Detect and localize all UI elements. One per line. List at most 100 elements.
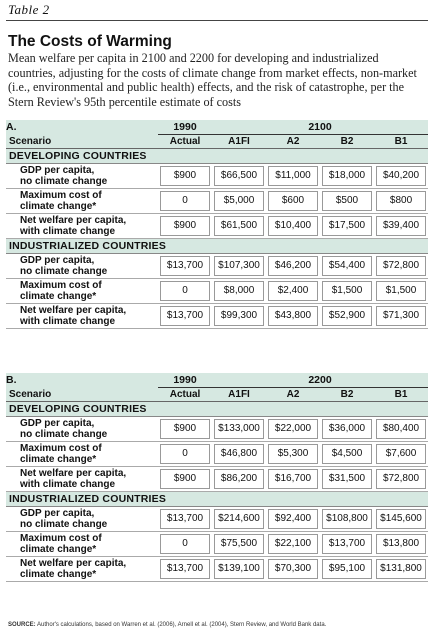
panel-letter: A. [6, 120, 158, 135]
cell-value: $500 [322, 191, 372, 211]
section-title: DEVELOPING COUNTRIES [6, 401, 429, 417]
table-cell: $900 [158, 416, 212, 442]
cell-value: $2,400 [268, 281, 318, 301]
table-cell: $1,500 [374, 278, 429, 304]
table-cell: $13,700 [158, 253, 212, 279]
cell-value: $900 [160, 419, 210, 439]
cell-value: $46,200 [268, 256, 318, 276]
row-label-line: GDP per capita, [20, 165, 95, 176]
column-header: Actual [158, 134, 212, 149]
cell-value: $40,200 [376, 166, 427, 186]
row-label: Net welfare per capita, with climate chan… [6, 213, 158, 239]
section-title: INDUSTRIALIZED COUNTRIES [6, 491, 429, 507]
table-row: GDP per capita, no climate change $13,700 $… [6, 506, 429, 532]
row-label: Net welfare per capita, with climate chan… [6, 466, 158, 492]
table-cell: $11,000 [266, 163, 320, 189]
table-cell: $66,500 [212, 163, 266, 189]
cell-value: $17,500 [322, 216, 372, 236]
cell-value: $72,800 [376, 469, 427, 489]
table-row: Maximum cost of climate change* 0 $8,000 $2,… [6, 278, 429, 304]
table-cell: $31,500 [320, 466, 374, 492]
section-title: DEVELOPING COUNTRIES [6, 148, 429, 164]
table-cell: $139,100 [212, 556, 266, 582]
table-cell: $39,400 [374, 213, 429, 239]
table-cell: $10,400 [266, 213, 320, 239]
table-cell: $86,200 [212, 466, 266, 492]
row-label-line: with climate change [20, 479, 116, 490]
row-label-line: no climate change [20, 429, 108, 440]
row-label: GDP per capita, no climate change [6, 163, 158, 189]
row-label: GDP per capita, no climate change [6, 506, 158, 532]
cell-value: $145,600 [376, 509, 427, 529]
cell-value: $70,300 [268, 559, 318, 579]
cell-value: $99,300 [214, 306, 264, 326]
table-cell: $107,300 [212, 253, 266, 279]
table-cell: $500 [320, 188, 374, 214]
cell-value: $13,700 [160, 509, 210, 529]
cell-value: $22,100 [268, 534, 318, 554]
cell-value: $131,800 [376, 559, 427, 579]
cell-value: $13,700 [160, 306, 210, 326]
cell-value: $4,500 [322, 444, 372, 464]
source-note: SOURCE: Author's calculations, based on … [8, 622, 326, 628]
row-label: Maximum cost of climate change* [6, 278, 158, 304]
row-label: GDP per capita, no climate change [6, 253, 158, 279]
table-cell: 0 [158, 278, 212, 304]
row-label: Net welfare per capita, with climate chan… [6, 303, 158, 329]
column-header: A2 [266, 387, 320, 402]
scenario-label: Scenario [6, 134, 158, 149]
table-cell: $75,500 [212, 531, 266, 557]
row-label-line: Maximum cost of [20, 190, 102, 201]
table-cell: $71,300 [374, 303, 429, 329]
table-cell: $40,200 [374, 163, 429, 189]
header-years: B. 1990 2200 [6, 373, 429, 388]
table-cell: $131,800 [374, 556, 429, 582]
base-year: 1990 [158, 120, 212, 135]
cell-value: $36,000 [322, 419, 372, 439]
table-cell: 0 [158, 531, 212, 557]
cell-value: $13,800 [376, 534, 427, 554]
table-cell: $13,700 [158, 506, 212, 532]
cell-value: $10,400 [268, 216, 318, 236]
column-header: B2 [320, 387, 374, 402]
data-table: A. 1990 2100 Scenario Actual A1FI A2 B2 B1 DEVELO… [6, 120, 429, 329]
table-cell: $5,300 [266, 441, 320, 467]
section-header: INDUSTRIALIZED COUNTRIES [6, 238, 429, 254]
cell-value: $108,800 [322, 509, 372, 529]
table-description: Mean welfare per capita in 2100 and 2200… [8, 51, 417, 109]
cell-value: $1,500 [322, 281, 372, 301]
cell-value: $66,500 [214, 166, 264, 186]
column-header: Actual [158, 387, 212, 402]
top-rule [6, 20, 428, 21]
table-cell: $900 [158, 466, 212, 492]
cell-value: $11,000 [268, 166, 318, 186]
cell-value: $139,100 [214, 559, 264, 579]
panel-letter: B. [6, 373, 158, 388]
cell-value: $900 [160, 166, 210, 186]
cell-value: $92,400 [268, 509, 318, 529]
table-cell: $22,100 [266, 531, 320, 557]
table-cell: $900 [158, 213, 212, 239]
section-title: INDUSTRIALIZED COUNTRIES [6, 238, 429, 254]
table-row: Maximum cost of climate change* 0 $46,800 $5… [6, 441, 429, 467]
cell-value: $900 [160, 469, 210, 489]
cell-value: $13,700 [322, 534, 372, 554]
table-cell: $61,500 [212, 213, 266, 239]
table-cell: $13,700 [158, 556, 212, 582]
cell-value: 0 [160, 534, 210, 554]
cell-value: 0 [160, 281, 210, 301]
table-cell: $7,600 [374, 441, 429, 467]
table-row: GDP per capita, no climate change $900 $66,… [6, 163, 429, 189]
table-label: Table 2 [8, 2, 50, 17]
table-title: The Costs of Warming [8, 33, 172, 50]
table-cell: $22,000 [266, 416, 320, 442]
cell-value: $800 [376, 191, 427, 211]
table-row: Net welfare per capita, climate change* $1… [6, 556, 429, 582]
table-cell: $4,500 [320, 441, 374, 467]
table-cell: $70,300 [266, 556, 320, 582]
cell-value: $86,200 [214, 469, 264, 489]
table-cell: $46,800 [212, 441, 266, 467]
row-label-line: Maximum cost of [20, 443, 102, 454]
table-cell: $46,200 [266, 253, 320, 279]
row-label-line: no climate change [20, 519, 108, 530]
